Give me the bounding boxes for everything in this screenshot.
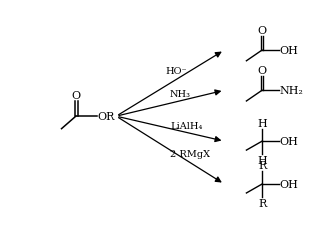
Text: H: H [257,155,267,165]
Text: HO⁻: HO⁻ [166,66,187,75]
Text: R: R [258,198,266,208]
Text: OH: OH [280,179,299,189]
Text: OH: OH [280,46,299,56]
Text: O: O [257,26,266,36]
Text: LiAlH₄: LiAlH₄ [170,121,203,130]
Text: R: R [258,160,266,170]
Text: NH₂: NH₂ [280,86,304,96]
Text: O: O [72,91,81,101]
Text: 2 RMgX: 2 RMgX [170,149,210,158]
Text: O: O [257,66,266,76]
Text: NH₃: NH₃ [169,90,191,99]
Text: H: H [257,118,267,128]
Text: OR: OR [97,112,115,122]
Text: OH: OH [280,137,299,146]
